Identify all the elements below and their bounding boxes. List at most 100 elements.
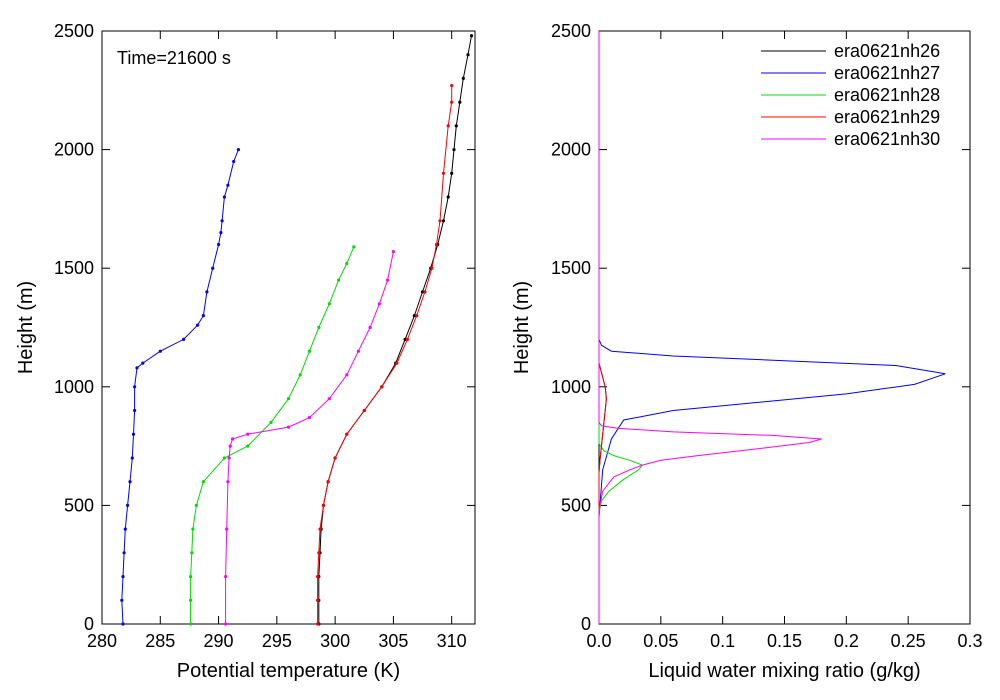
- series-point-0: [441, 219, 446, 223]
- series-point-2: [194, 503, 198, 507]
- series-point-3: [321, 503, 326, 507]
- x-tick-label: 295: [262, 631, 292, 651]
- y-tick-label: 2500: [551, 21, 591, 41]
- series-point-3: [345, 432, 349, 436]
- series-line-4: [225, 251, 394, 624]
- x-tick-label: 0.0: [586, 631, 611, 651]
- series-line-2: [598, 31, 644, 624]
- x-tick-label: 0.15: [767, 631, 802, 651]
- series-point-4: [327, 397, 331, 401]
- y-tick-label: 2000: [551, 140, 591, 160]
- series-point-1: [128, 480, 132, 484]
- series-point-3: [316, 598, 320, 602]
- series-point-1: [130, 456, 134, 460]
- series-point-3: [333, 456, 337, 460]
- series-point-0: [403, 337, 407, 341]
- series-line-3: [598, 31, 607, 624]
- series-point-0: [450, 171, 454, 175]
- series-point-3: [326, 480, 330, 484]
- series-point-4: [224, 622, 228, 626]
- legend-label: era0621nh26: [834, 41, 940, 61]
- series-point-3: [446, 124, 450, 128]
- series-point-2: [269, 420, 273, 424]
- series-point-1: [217, 242, 221, 247]
- series-point-2: [327, 302, 331, 306]
- series-point-2: [201, 480, 205, 484]
- x-tick-label: 0.2: [834, 631, 859, 651]
- series-point-2: [298, 373, 302, 377]
- series-point-4: [230, 437, 235, 441]
- y-tick-label: 500: [561, 495, 591, 515]
- x-tick-label: 300: [320, 631, 350, 651]
- series-point-2: [222, 456, 226, 460]
- series-point-2: [191, 527, 195, 531]
- x-tick-label: 0.3: [957, 631, 982, 651]
- series-point-0: [458, 100, 462, 104]
- series-point-2: [352, 245, 356, 249]
- series-point-2: [189, 622, 193, 626]
- series-point-0: [420, 290, 425, 294]
- series-point-1: [141, 361, 145, 365]
- series-line-3: [317, 85, 453, 624]
- series-point-1: [133, 385, 137, 389]
- x-ticks: 280 285 290 295 300 305 310: [87, 31, 467, 651]
- series-point-1: [158, 349, 162, 353]
- series-point-4: [307, 416, 312, 420]
- series-point-3: [395, 361, 399, 365]
- series-point-1: [135, 366, 139, 370]
- series-point-3: [316, 622, 320, 626]
- series-point-2: [189, 575, 193, 579]
- series-point-3: [450, 84, 454, 88]
- series-point-2: [345, 261, 349, 266]
- series-point-1: [120, 598, 124, 602]
- y-tick-label: 1000: [54, 377, 94, 397]
- legend-label: era0621nh27: [834, 63, 940, 83]
- y-tick-label: 1500: [54, 258, 94, 278]
- y-tick-label: 2500: [54, 21, 94, 41]
- x-axis-label: Potential temperature (K): [177, 660, 400, 682]
- series-point-3: [438, 219, 442, 223]
- series-line-0: [598, 31, 607, 624]
- x-tick-label: 290: [204, 631, 234, 651]
- series-point-2: [337, 278, 341, 282]
- plot-frame: [101, 30, 476, 625]
- series-lines: [598, 31, 946, 624]
- series-point-0: [446, 195, 450, 199]
- series-point-1: [220, 219, 224, 223]
- series-point-2: [286, 397, 291, 401]
- y-tick-label: 0: [581, 614, 591, 634]
- x-ticks: 0.0 0.05 0.1 0.15 0.2 0.25 0.3: [586, 31, 983, 651]
- series-point-1: [196, 323, 200, 327]
- legend: era0621nh26era0621nh27era0621nh28era0621…: [761, 41, 940, 149]
- series-point-1: [133, 408, 137, 413]
- series-point-3: [441, 171, 446, 175]
- series-point-1: [232, 159, 236, 164]
- x-tick-label: 0.25: [891, 631, 926, 651]
- x-tick-label: 280: [87, 631, 117, 651]
- series-point-1: [201, 314, 205, 318]
- series-point-1: [182, 337, 186, 341]
- series-point-3: [380, 385, 384, 389]
- x-axis-label: Liquid water mixing ratio (g/kg): [648, 660, 920, 682]
- series-point-1: [123, 527, 127, 531]
- series-point-1: [219, 231, 223, 235]
- series-point-0: [452, 148, 456, 152]
- series-point-1: [226, 183, 230, 187]
- y-tick-label: 1500: [551, 258, 591, 278]
- series-point-4: [246, 432, 250, 436]
- series-point-0: [466, 53, 470, 57]
- y-ticks: 0 500 1000 1500 2000 2500: [551, 21, 970, 634]
- series-point-0: [412, 314, 416, 318]
- series-point-0: [469, 34, 474, 38]
- series-point-3: [362, 408, 366, 413]
- left-panel-potential-temperature: 280 285 290 295 300 305 310 0 500 1000 1500 2000 25…: [15, 21, 476, 682]
- series-line-4: [598, 31, 822, 624]
- x-tick-label: 0.05: [643, 631, 678, 651]
- series-point-3: [434, 242, 439, 247]
- series-point-3: [450, 100, 454, 104]
- x-tick-label: 285: [145, 631, 175, 651]
- legend-label: era0621nh28: [834, 85, 940, 105]
- series-point-4: [377, 302, 381, 306]
- series-point-4: [226, 480, 230, 484]
